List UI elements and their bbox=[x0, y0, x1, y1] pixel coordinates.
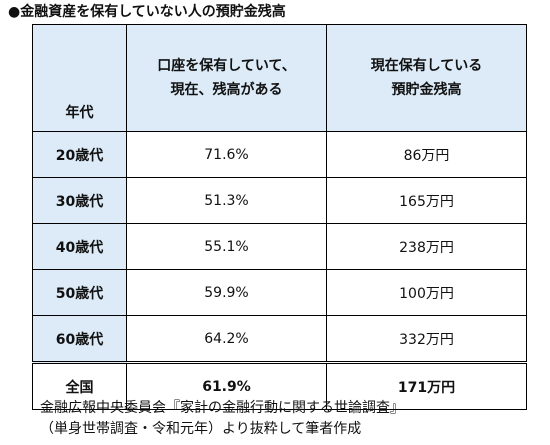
rate-cell: 59.9% bbox=[126, 269, 327, 316]
rate-cell: 55.1% bbox=[126, 223, 327, 270]
total-label: 全国 bbox=[32, 361, 127, 410]
balance-cell: 86万円 bbox=[326, 131, 527, 178]
header-line: 預貯金残高 bbox=[391, 82, 462, 98]
source-note: 金融広報中央委員会『家計の金融行動に関する世論調査』 （単身世帯調査・令和元年）… bbox=[40, 398, 404, 440]
savings-table: 年代 口座を保有していて、 現在、残高がある 現在保有している 預貯金残高 20… bbox=[32, 24, 527, 410]
table-row: 50歳代 59.9% 100万円 bbox=[32, 269, 527, 316]
table-header-row: 年代 口座を保有していて、 現在、残高がある 現在保有している 預貯金残高 bbox=[32, 24, 527, 132]
age-group-label: 30歳代 bbox=[32, 177, 127, 224]
balance-cell: 100万円 bbox=[326, 269, 527, 316]
table-row: 30歳代 51.3% 165万円 bbox=[32, 177, 527, 224]
age-group-label: 50歳代 bbox=[32, 269, 127, 316]
current-balance-header: 現在保有している 預貯金残高 bbox=[326, 24, 527, 132]
table-row: 40歳代 55.1% 238万円 bbox=[32, 223, 527, 270]
rate-cell: 51.3% bbox=[126, 177, 327, 224]
table-row: 20歳代 71.6% 86万円 bbox=[32, 131, 527, 178]
header-line: 口座を保有していて、 bbox=[157, 58, 296, 74]
page-title: ●金融資産を保有していない人の預貯金残高 bbox=[8, 4, 286, 20]
total-row: 全国 61.9% 171万円 bbox=[32, 361, 527, 410]
rate-cell: 71.6% bbox=[126, 131, 327, 178]
rate-cell: 64.2% bbox=[126, 315, 327, 363]
balance-cell: 165万円 bbox=[326, 177, 527, 224]
total-balance-cell: 171万円 bbox=[326, 361, 527, 410]
header-line: 現在、残高がある bbox=[170, 82, 283, 98]
source-line: （単身世帯調査・令和元年）より抜粋して筆者作成 bbox=[40, 421, 362, 437]
header-line: 現在保有している bbox=[370, 58, 483, 74]
table-row: 60歳代 64.2% 332万円 bbox=[32, 315, 527, 363]
balance-holder-rate-header: 口座を保有していて、 現在、残高がある bbox=[126, 24, 327, 132]
age-column-header: 年代 bbox=[32, 24, 127, 132]
age-group-label: 20歳代 bbox=[32, 131, 127, 178]
source-line: 金融広報中央委員会『家計の金融行動に関する世論調査』 bbox=[40, 400, 404, 416]
age-group-label: 60歳代 bbox=[32, 315, 127, 363]
balance-cell: 332万円 bbox=[326, 315, 527, 363]
age-group-label: 40歳代 bbox=[32, 223, 127, 270]
balance-cell: 238万円 bbox=[326, 223, 527, 270]
